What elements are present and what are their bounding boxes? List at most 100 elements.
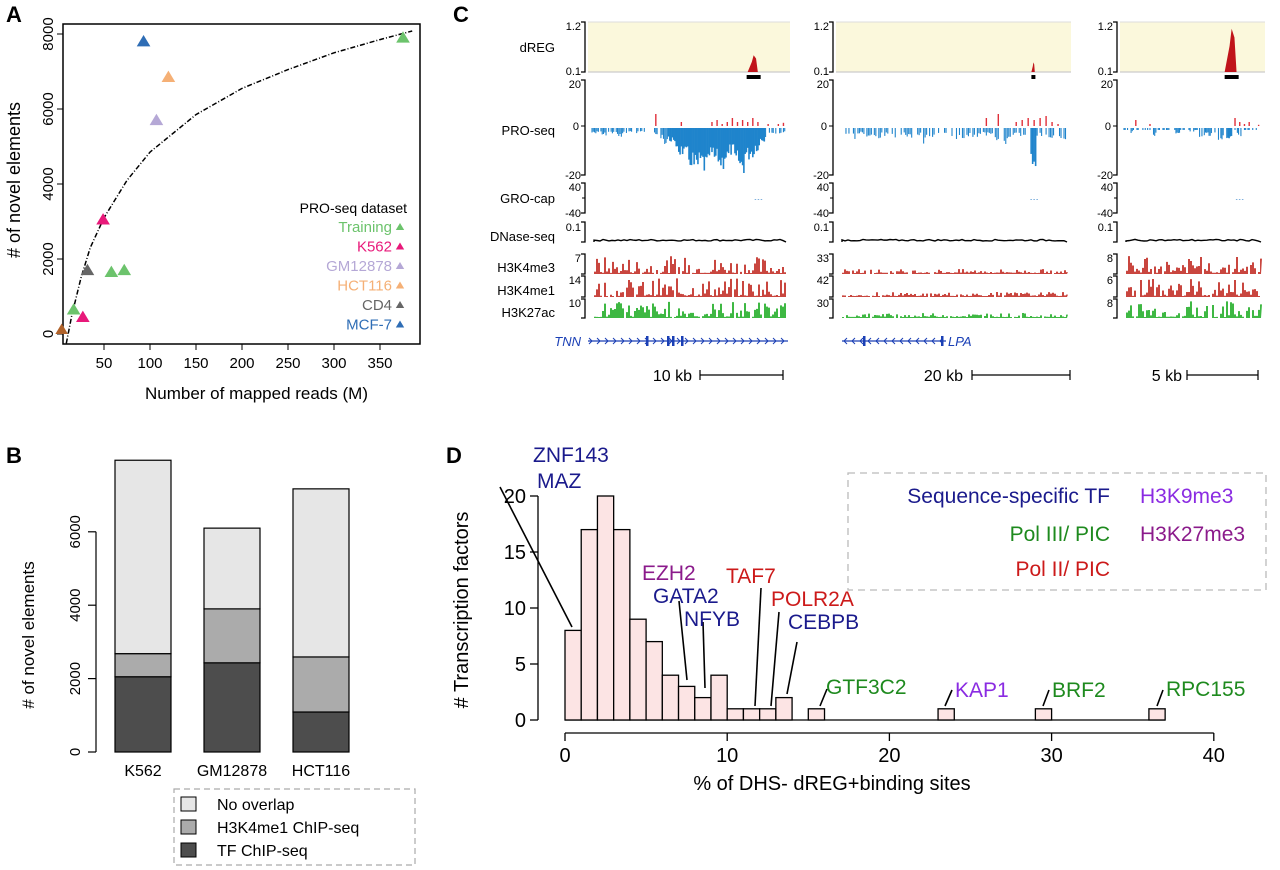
- panel-label-d: D: [446, 443, 462, 468]
- track-label: H3K27ac: [502, 305, 556, 320]
- legend-label: Pol III/ PIC: [1010, 523, 1110, 546]
- panel-label-a: A: [6, 2, 22, 27]
- strand-arrow: [596, 337, 601, 345]
- legend-marker: [395, 320, 405, 328]
- histogram-bar: [677, 685, 696, 721]
- fit-curve: [65, 30, 413, 344]
- data-point-training: [104, 265, 119, 277]
- h3k27ac-bracket: [581, 298, 586, 319]
- scale-max: 33: [817, 253, 829, 265]
- scale-bar-label: 5 kb: [1152, 368, 1182, 385]
- scale-max: 0.1: [566, 222, 581, 234]
- y-tick-label: 0: [67, 748, 84, 756]
- y-tick-label: 15: [504, 542, 526, 564]
- strand-arrow: [748, 337, 753, 345]
- dreg-call: [1031, 75, 1036, 79]
- scale-min: -40: [565, 208, 581, 220]
- histogram-bar: [645, 640, 663, 721]
- x-tick-label: 20: [878, 745, 900, 767]
- scale-max: 20: [569, 79, 581, 91]
- h3k4me3-bracket: [1113, 253, 1118, 275]
- strand-arrow: [740, 337, 745, 345]
- histogram-bar: [742, 708, 761, 721]
- strand-arrow: [628, 337, 633, 345]
- legend-label: CD4: [362, 297, 392, 314]
- legend-marker: [395, 242, 405, 250]
- annotation-leader: [819, 688, 828, 707]
- scale-max: 30: [817, 298, 829, 310]
- strand-arrow: [660, 337, 665, 345]
- dreg-bracket: [581, 21, 586, 73]
- panel-b-stacked-bar: 0 2000 4000 6000 # of novel elements K562 GM12…: [19, 459, 416, 866]
- annotation-leader: [754, 587, 762, 707]
- exon: [672, 336, 675, 346]
- x-tick-label: GM12878: [197, 763, 267, 780]
- data-point: [55, 323, 68, 334]
- proseq-bracket: [829, 79, 834, 176]
- annotation-leader: [1042, 689, 1050, 707]
- scale-max: 20: [817, 79, 829, 91]
- annotation-label: RPC155: [1166, 678, 1245, 701]
- h3k4me1-bracket: [1113, 275, 1118, 298]
- grocap-signal: [754, 199, 757, 200]
- scale-max: 8: [1107, 253, 1113, 265]
- annotation-label: CEBPB: [788, 611, 859, 634]
- strand-arrow: [612, 337, 617, 345]
- histogram-bar: [726, 708, 745, 721]
- scale-min: -20: [813, 170, 829, 182]
- histogram-bar: [775, 696, 793, 721]
- h3k27ac-bracket: [829, 298, 834, 319]
- annotation-label: GATA2: [653, 585, 719, 608]
- dnase-signal: [841, 238, 1068, 243]
- scale-max: 8: [1107, 298, 1113, 310]
- dnase-bracket: [581, 221, 586, 243]
- scale-max: 14: [569, 275, 581, 287]
- strand-arrow: [684, 337, 689, 345]
- track-label: H3K4me1: [497, 283, 555, 298]
- grocap-signal: [1238, 199, 1241, 200]
- strand-arrow: [851, 337, 856, 345]
- legend-label: GM12878: [326, 258, 392, 275]
- data-point-hct116: [161, 70, 176, 82]
- y-tick-label: 10: [504, 598, 526, 620]
- dnase-bracket: [1113, 221, 1118, 243]
- y-tick-label: 2000: [67, 662, 84, 695]
- track-label: H3K4me3: [497, 260, 555, 275]
- scale-max: 40: [817, 182, 829, 194]
- scale-max: 0.1: [1098, 222, 1113, 234]
- h3k4me1-signal: [594, 278, 786, 297]
- panel-c-browser-tracks: dREG PRO-seq GRO-cap DNase-seq H3K4me3 H3K4me…: [490, 21, 1265, 385]
- h3k4me3-signal: [1126, 256, 1262, 274]
- data-point-training: [396, 31, 410, 43]
- x-tick-label: 30: [1040, 745, 1062, 767]
- legend-box: [847, 472, 1267, 591]
- data-point-training: [117, 263, 132, 276]
- strand-arrow: [708, 337, 713, 345]
- legend-label: HCT116: [337, 278, 392, 295]
- strand-arrow: [772, 337, 777, 345]
- legend-label: TF ChIP-seq: [217, 843, 308, 860]
- annotation-leader: [678, 600, 688, 681]
- annotation-label: EZH2: [642, 562, 696, 585]
- data-point-cd4: [80, 263, 95, 276]
- histogram-bar: [661, 674, 680, 721]
- legend-label: Pol II/ PIC: [1015, 558, 1110, 581]
- annotation-label: MAZ: [537, 470, 582, 493]
- panel-d-histogram: 0 5 10 15 20 # Transcription factors 0 10 20 30 40…: [451, 444, 1267, 795]
- annotation-leader: [770, 611, 780, 707]
- histogram-bar: [694, 696, 712, 721]
- panel-label-b: B: [6, 443, 22, 468]
- scale-max: 0.1: [814, 222, 829, 234]
- bar-segment-tf-chip-seq: [292, 711, 350, 753]
- legend-label: Training: [338, 219, 392, 236]
- scale-bar-label: 20 kb: [924, 368, 963, 385]
- strand-arrow: [724, 337, 729, 345]
- y-tick-label: 5: [515, 654, 526, 676]
- track-label: dREG: [520, 40, 555, 55]
- x-tick-label: HCT116: [292, 763, 350, 780]
- data-point-k562: [76, 310, 90, 322]
- h3k4me3-signal: [594, 256, 786, 274]
- annotation-label: BRF2: [1052, 679, 1106, 702]
- exon: [667, 336, 670, 346]
